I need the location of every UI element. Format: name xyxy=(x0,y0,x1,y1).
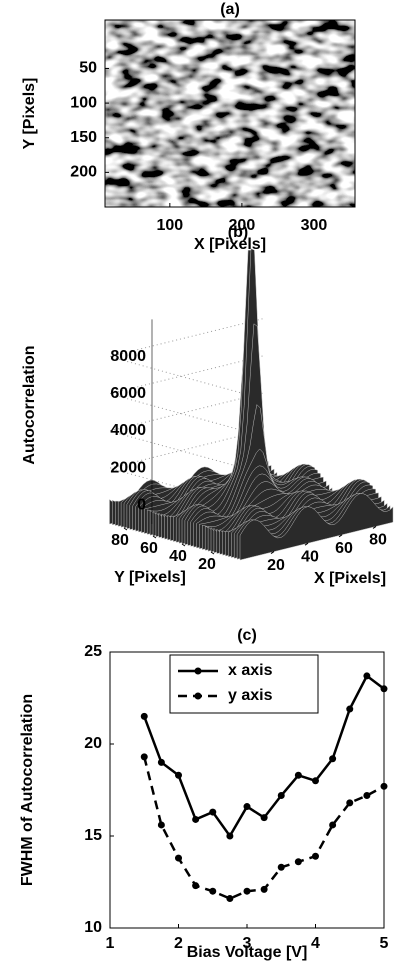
y-axis-label: Y [Pixels] xyxy=(114,569,186,586)
x-axis-label: Bias Voltage [V] xyxy=(187,944,308,961)
speckle-image xyxy=(105,20,355,207)
data-point xyxy=(278,792,285,799)
x-tick-label: 40 xyxy=(301,548,319,565)
y-tick xyxy=(182,544,185,546)
x-tick-label: 20 xyxy=(267,557,285,574)
y-tick-label: 50 xyxy=(79,60,97,77)
legend-label: x axis xyxy=(228,662,273,679)
x-tick-label: 5 xyxy=(380,935,389,952)
legend-marker xyxy=(195,693,202,700)
y-tick-label: 40 xyxy=(169,548,187,565)
data-point xyxy=(141,753,148,760)
data-point xyxy=(363,792,370,799)
panel-title: (c) xyxy=(237,627,257,644)
data-point xyxy=(158,759,165,766)
z-tick-label: 4000 xyxy=(110,422,146,439)
x-tick-label: 2 xyxy=(174,935,183,952)
y-tick-label: 15 xyxy=(84,827,102,844)
x-tick-label: 60 xyxy=(335,540,353,557)
data-point xyxy=(346,799,353,806)
data-point xyxy=(261,886,268,893)
data-point xyxy=(381,685,388,692)
data-point xyxy=(175,855,182,862)
data-point xyxy=(192,882,199,889)
data-point xyxy=(226,895,233,902)
y-axis-label: Y [Pixels] xyxy=(21,78,38,150)
y-tick-label: 25 xyxy=(84,643,102,660)
y-tick-label: 60 xyxy=(140,540,158,557)
y-axis-label: FWHM of Autocorrelation xyxy=(19,694,36,886)
data-point xyxy=(346,706,353,713)
x-axis-label: X [Pixels] xyxy=(314,570,386,587)
data-point xyxy=(244,888,251,895)
legend-label: y axis xyxy=(228,687,273,704)
panel-title: (a) xyxy=(220,1,240,18)
data-point xyxy=(158,821,165,828)
data-point xyxy=(363,672,370,679)
data-point xyxy=(295,772,302,779)
z-tick-label: 8000 xyxy=(110,348,146,365)
legend-marker xyxy=(195,668,202,675)
data-point xyxy=(329,755,336,762)
data-point xyxy=(209,888,216,895)
z-tick-label: 6000 xyxy=(110,385,146,402)
data-point xyxy=(175,772,182,779)
data-point xyxy=(312,853,319,860)
y-tick xyxy=(153,536,156,538)
data-point xyxy=(312,777,319,784)
figure: (a)10020030050100150200X [Pixels]Y [Pixe… xyxy=(0,0,412,963)
data-point xyxy=(192,816,199,823)
y-tick-label: 150 xyxy=(70,129,97,146)
data-point xyxy=(226,833,233,840)
y-tick-label: 100 xyxy=(70,94,97,111)
x-tick-label: 100 xyxy=(156,217,183,234)
y-tick xyxy=(211,552,214,554)
panel-title: (b) xyxy=(228,224,248,241)
y-tick-label: 200 xyxy=(70,164,97,181)
y-tick xyxy=(124,528,127,530)
y-tick-label: 20 xyxy=(198,556,216,573)
x-tick-label: 80 xyxy=(369,532,387,549)
x-tick-label: 1 xyxy=(106,935,115,952)
z-tick-label: 2000 xyxy=(110,459,146,476)
data-point xyxy=(381,783,388,790)
z-axis-label: Autocorrelation xyxy=(21,345,38,464)
data-point xyxy=(244,803,251,810)
data-point xyxy=(295,858,302,865)
x-tick-label: 4 xyxy=(311,935,320,952)
data-point xyxy=(329,821,336,828)
y-tick-label: 10 xyxy=(84,919,102,936)
data-point xyxy=(278,864,285,871)
data-point xyxy=(141,713,148,720)
x-tick-label: 300 xyxy=(301,217,328,234)
data-point xyxy=(209,809,216,816)
y-tick-label: 80 xyxy=(111,532,129,549)
data-point xyxy=(261,814,268,821)
z-tick-label: 0 xyxy=(137,497,146,514)
y-tick-label: 20 xyxy=(84,735,102,752)
